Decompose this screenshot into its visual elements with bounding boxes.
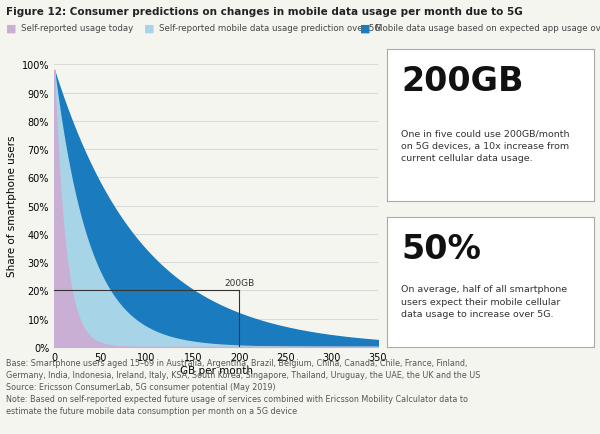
Text: ■: ■ — [144, 24, 155, 34]
Text: One in five could use 200GB/month
on 5G devices, a 10x increase from
current cel: One in five could use 200GB/month on 5G … — [401, 129, 570, 163]
Y-axis label: Share of smartphone users: Share of smartphone users — [7, 135, 17, 277]
Text: Figure 12: Consumer predictions on changes in mobile data usage per month due to: Figure 12: Consumer predictions on chang… — [6, 7, 523, 16]
Text: Self-reported mobile data usage prediction over 5G: Self-reported mobile data usage predicti… — [159, 24, 381, 33]
Text: Base: Smartphone users aged 15–69 in Australia, Argentina, Brazil, Belgium, Chin: Base: Smartphone users aged 15–69 in Aus… — [6, 358, 481, 415]
Text: ■: ■ — [360, 24, 371, 34]
X-axis label: GB per month: GB per month — [179, 365, 253, 375]
Text: 50%: 50% — [401, 233, 481, 266]
Text: 200GB: 200GB — [401, 65, 524, 98]
Text: ■: ■ — [6, 24, 17, 34]
Text: On average, half of all smartphone
users expect their mobile cellular
data usage: On average, half of all smartphone users… — [401, 285, 568, 319]
Text: Mobile data usage based on expected app usage over 5G: Mobile data usage based on expected app … — [375, 24, 600, 33]
Text: Self-reported usage today: Self-reported usage today — [21, 24, 133, 33]
Text: 200GB: 200GB — [224, 279, 254, 287]
